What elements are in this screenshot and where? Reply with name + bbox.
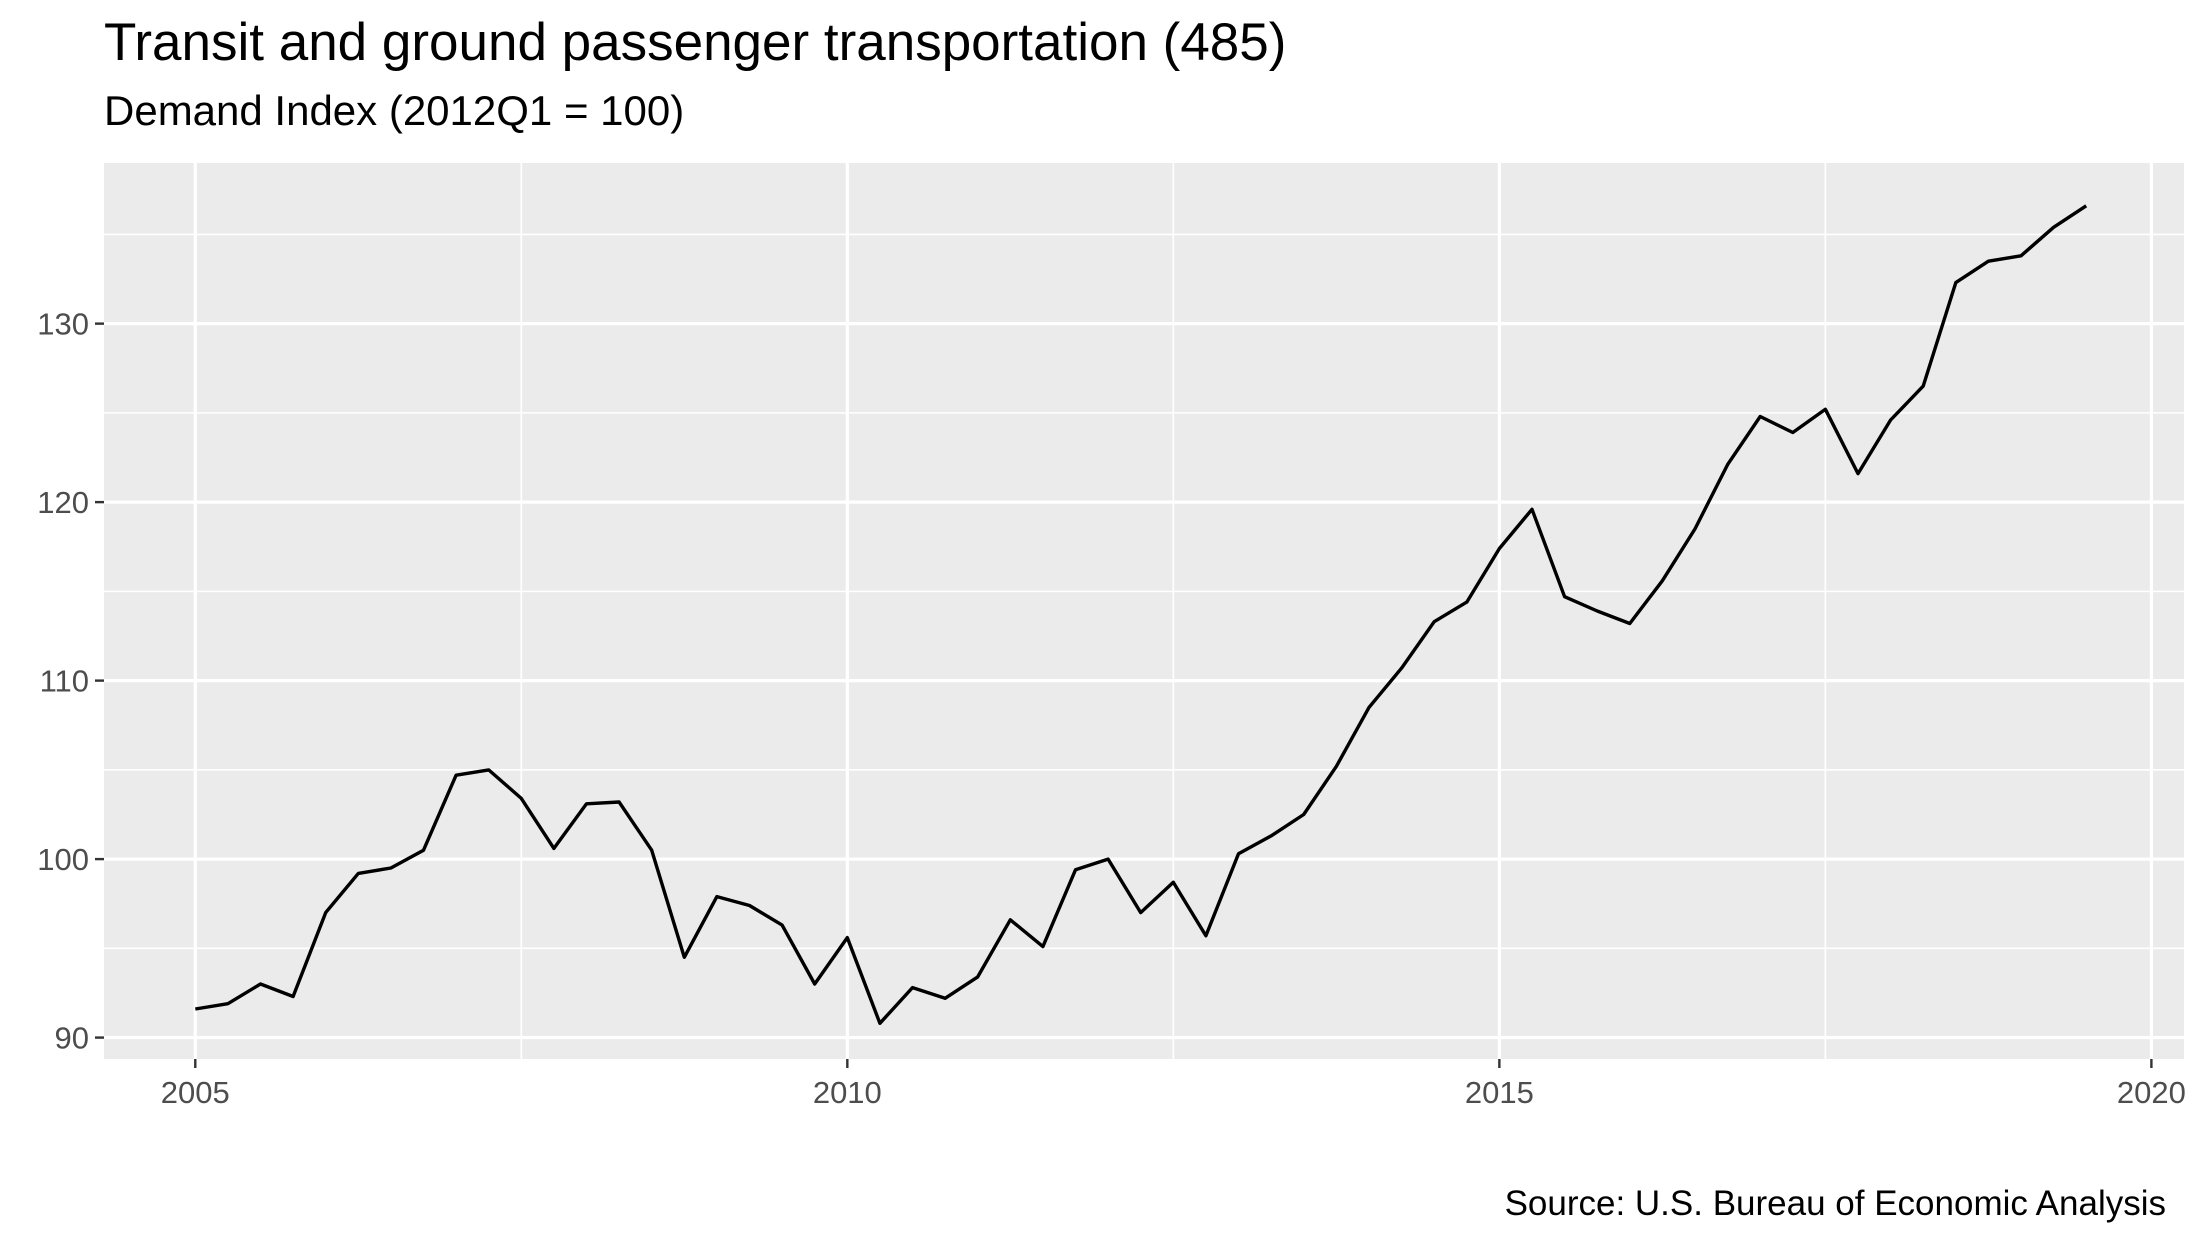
- minor-gridlines: [104, 163, 2184, 1059]
- axis-ticks: [95, 322, 2153, 1068]
- x-tick-label: 2020: [2117, 1075, 2186, 1110]
- series-line: [195, 204, 2088, 1025]
- chart-subtitle: Demand Index (2012Q1 = 100): [104, 87, 685, 134]
- y-tick-label: 90: [55, 1021, 89, 1056]
- y-tick-label: 100: [37, 842, 89, 877]
- x-tick-labels: 2005 2010 2015 2020: [161, 1075, 2186, 1110]
- y-tick-labels: 90 100 110 120 130: [37, 307, 89, 1056]
- y-tick-label: 120: [37, 485, 89, 520]
- y-tick-label: 130: [37, 307, 89, 342]
- major-gridlines: [104, 163, 2184, 1059]
- y-tick-label: 110: [40, 664, 89, 699]
- chart-caption: Source: U.S. Bureau of Economic Analysis: [1504, 1184, 2166, 1223]
- x-tick-label: 2015: [1465, 1075, 1534, 1110]
- x-tick-label: 2005: [161, 1075, 230, 1110]
- plot-panel: [104, 163, 2184, 1059]
- x-tick-label: 2010: [813, 1075, 882, 1110]
- chart-title: Transit and ground passenger transportat…: [104, 13, 1287, 72]
